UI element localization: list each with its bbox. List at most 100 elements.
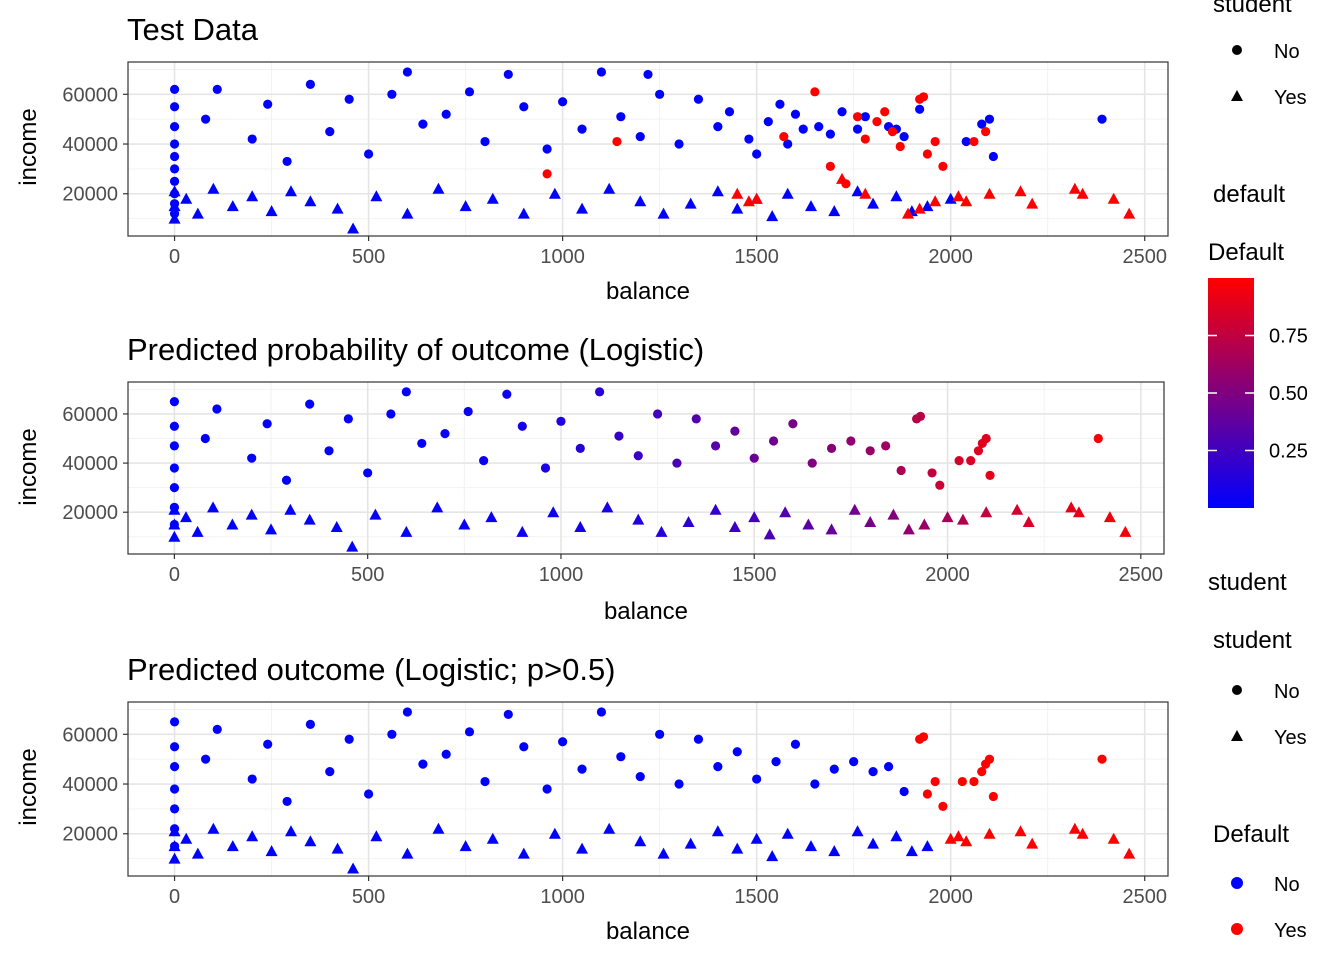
x-tick-label: 2500 — [1119, 564, 1164, 586]
data-point-circle — [344, 734, 354, 744]
data-point-circle — [849, 757, 859, 767]
data-point-circle — [984, 754, 995, 764]
data-point-triangle — [682, 516, 695, 528]
data-point-circle — [503, 69, 513, 80]
x-tick-label: 2000 — [928, 886, 973, 908]
data-point-circle — [577, 764, 587, 774]
data-point-circle — [169, 151, 180, 162]
data-point-circle — [825, 129, 835, 139]
data-point-circle — [612, 136, 622, 147]
data-point-circle — [852, 112, 863, 122]
data-point-triangle — [486, 192, 499, 204]
data-point-triangle — [331, 842, 344, 854]
data-point-triangle — [941, 511, 954, 523]
data-point-triangle — [517, 207, 530, 219]
x-tick-label: 1000 — [540, 886, 585, 908]
data-point-triangle — [304, 835, 317, 847]
data-point-triangle — [952, 190, 965, 202]
legend-label-yes-mid: Yes — [1274, 727, 1307, 749]
data-point-triangle — [634, 835, 647, 847]
data-point-circle — [387, 89, 397, 99]
legend-label-default-no: No — [1274, 874, 1300, 896]
data-point-triangle — [750, 192, 763, 204]
data-point-triangle — [226, 518, 239, 530]
x-tick-label: 0 — [169, 246, 180, 268]
data-point-circle — [635, 771, 645, 782]
legend-key-no-circle-top — [1232, 45, 1242, 55]
x-axis-label-2: balance — [604, 598, 688, 625]
colorbar-ticks: 0.25 0.50 0.75 — [1208, 326, 1308, 463]
data-point-triangle — [370, 190, 383, 202]
x-tick-label: 500 — [352, 246, 385, 268]
data-point-triangle — [890, 830, 903, 842]
data-point-circle — [977, 119, 987, 129]
data-point-circle — [969, 776, 979, 787]
data-point-circle — [247, 453, 257, 463]
data-point-triangle — [851, 185, 864, 197]
data-point-triangle — [576, 842, 589, 854]
data-point-triangle — [1076, 187, 1089, 199]
data-point-triangle — [245, 508, 258, 520]
data-point-triangle — [401, 847, 414, 859]
data-point-circle — [961, 136, 971, 147]
x-tick-label: 500 — [352, 886, 385, 908]
data-point-circle — [616, 112, 626, 122]
data-point-triangle — [921, 840, 934, 852]
data-point-circle — [441, 749, 451, 759]
data-point-triangle — [1123, 207, 1136, 219]
x-tick-label: 2500 — [1122, 886, 1167, 908]
chart-title-predicted-outcome: Predicted outcome (Logistic; p>0.5) — [127, 652, 616, 687]
data-point-circle — [417, 438, 427, 449]
data-point-circle — [305, 719, 315, 729]
data-point-circle — [325, 127, 335, 137]
data-point-circle — [918, 732, 929, 742]
data-point-triangle — [330, 520, 343, 532]
data-point-circle — [363, 149, 374, 159]
data-point-circle — [672, 458, 682, 468]
data-point-triangle — [168, 825, 181, 837]
data-point-triangle — [284, 503, 297, 515]
legend-title-student-a: student — [1208, 569, 1287, 596]
data-point-circle — [542, 169, 552, 179]
data-point-circle — [966, 456, 976, 466]
legend-key-yes-triangle-top — [1231, 90, 1243, 101]
data-point-triangle — [864, 516, 877, 528]
data-point-triangle — [766, 210, 779, 222]
data-point-triangle — [603, 182, 616, 194]
y-tick-label: 20000 — [62, 502, 118, 524]
data-point-triangle — [804, 200, 817, 212]
data-point-triangle — [458, 518, 471, 530]
data-point-circle — [790, 109, 801, 119]
data-point-triangle — [913, 202, 926, 214]
data-point-triangle — [168, 503, 181, 515]
data-point-circle — [674, 779, 684, 789]
data-point-circle — [860, 134, 870, 144]
data-point-circle — [883, 762, 894, 772]
data-point-circle — [463, 406, 473, 417]
data-point-circle — [749, 453, 759, 463]
data-point-triangle — [431, 501, 444, 513]
data-point-circle — [1093, 433, 1103, 444]
data-point-triangle — [191, 525, 204, 537]
data-point-circle — [935, 480, 945, 490]
data-point-circle — [212, 404, 222, 414]
legend-title-default-bottom: Default — [1213, 821, 1289, 848]
data-point-triangle — [890, 190, 903, 202]
y-tick-label: 60000 — [62, 404, 118, 426]
data-point-triangle — [226, 840, 239, 852]
y-tick-label: 40000 — [62, 453, 118, 475]
data-point-triangle — [728, 520, 741, 532]
data-point-circle — [896, 465, 906, 476]
data-point-circle — [441, 109, 451, 119]
data-point-circle — [633, 451, 643, 461]
data-point-circle — [363, 789, 374, 799]
data-point-triangle — [548, 187, 561, 199]
x-axis-label-3: balance — [606, 918, 690, 945]
chart-panel-predicted-probability: 0 500 1000 1500 2000 2500 20000 40000 60000 — [62, 381, 1165, 586]
data-point-triangle — [632, 513, 645, 525]
data-point-triangle — [207, 501, 220, 513]
data-point-circle — [387, 729, 397, 739]
data-point-triangle — [711, 185, 724, 197]
legend-key-default-no — [1231, 877, 1243, 889]
